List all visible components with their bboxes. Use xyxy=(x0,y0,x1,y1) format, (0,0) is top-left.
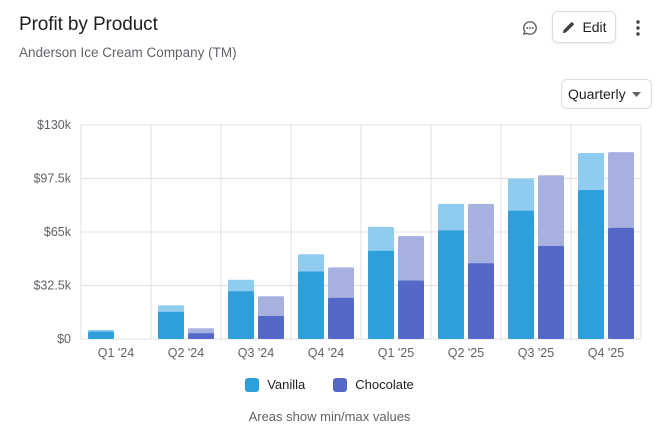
x-axis-labels: Q1 '24 Q2 '24 Q3 '24 Q4 '24 Q1 '25 Q2 '25 Q3 '… xyxy=(98,346,624,360)
legend-swatch-chocolate xyxy=(333,377,348,392)
y-tick-label: $0 xyxy=(57,332,71,346)
period-select-value: Quarterly xyxy=(568,86,626,102)
x-tick-label: Q4 '25 xyxy=(588,346,624,360)
y-axis-labels: $0 $32.5k $65k $97.5k $130k xyxy=(33,118,71,346)
bar-vanilla xyxy=(578,190,604,339)
bar-vanilla xyxy=(438,230,464,339)
edit-button-label: Edit xyxy=(582,19,607,35)
y-tick-label: $97.5k xyxy=(33,172,71,186)
y-tick-label: $65k xyxy=(44,225,72,239)
legend-swatch-vanilla xyxy=(245,377,260,392)
x-tick-label: Q2 '24 xyxy=(168,346,204,360)
bar-chocolate xyxy=(258,315,284,339)
x-tick-label: Q2 '25 xyxy=(448,346,484,360)
edit-button[interactable]: Edit xyxy=(552,11,616,43)
bar-chocolate xyxy=(398,280,424,339)
page-title: Profit by Product xyxy=(19,14,158,35)
more-vertical-icon xyxy=(636,20,640,36)
legend-label-chocolate: Chocolate xyxy=(355,377,414,392)
bar-vanilla xyxy=(508,210,534,339)
bar-vanilla xyxy=(158,311,184,339)
bar-vanilla xyxy=(88,331,114,339)
profit-chart: $0 $32.5k $65k $97.5k $130k Q1 '24 Q2 '24 Q3 '… xyxy=(33,118,642,360)
pencil-icon xyxy=(563,21,575,33)
legend-item-vanilla[interactable]: Vanilla xyxy=(245,377,305,392)
bar-vanilla xyxy=(368,250,394,339)
caret-down-icon xyxy=(631,91,641,97)
chart-footnote: Areas show min/max values xyxy=(248,409,411,424)
legend-item-chocolate[interactable]: Chocolate xyxy=(333,377,414,392)
comment-button[interactable] xyxy=(518,16,542,40)
bar-vanilla xyxy=(298,271,324,339)
more-options-button[interactable] xyxy=(628,14,648,42)
y-tick-label: $130k xyxy=(37,118,72,132)
bars-layer xyxy=(88,152,634,339)
x-tick-label: Q4 '24 xyxy=(308,346,344,360)
legend: Vanilla Chocolate xyxy=(0,377,659,392)
bar-chocolate xyxy=(538,245,564,339)
bar-chocolate xyxy=(188,333,214,339)
page-subtitle: Anderson Ice Cream Company (TM) xyxy=(19,45,237,60)
bar-vanilla xyxy=(228,291,254,339)
x-tick-label: Q1 '25 xyxy=(378,346,414,360)
comment-icon xyxy=(523,21,537,35)
x-tick-label: Q3 '24 xyxy=(238,346,274,360)
period-select[interactable]: Quarterly xyxy=(561,79,652,109)
bar-chocolate xyxy=(608,227,634,339)
bar-chocolate xyxy=(468,263,494,339)
y-tick-label: $32.5k xyxy=(33,279,71,293)
x-tick-label: Q1 '24 xyxy=(98,346,134,360)
legend-label-vanilla: Vanilla xyxy=(267,377,306,392)
bar-chocolate xyxy=(328,297,354,339)
x-tick-label: Q3 '25 xyxy=(518,346,554,360)
